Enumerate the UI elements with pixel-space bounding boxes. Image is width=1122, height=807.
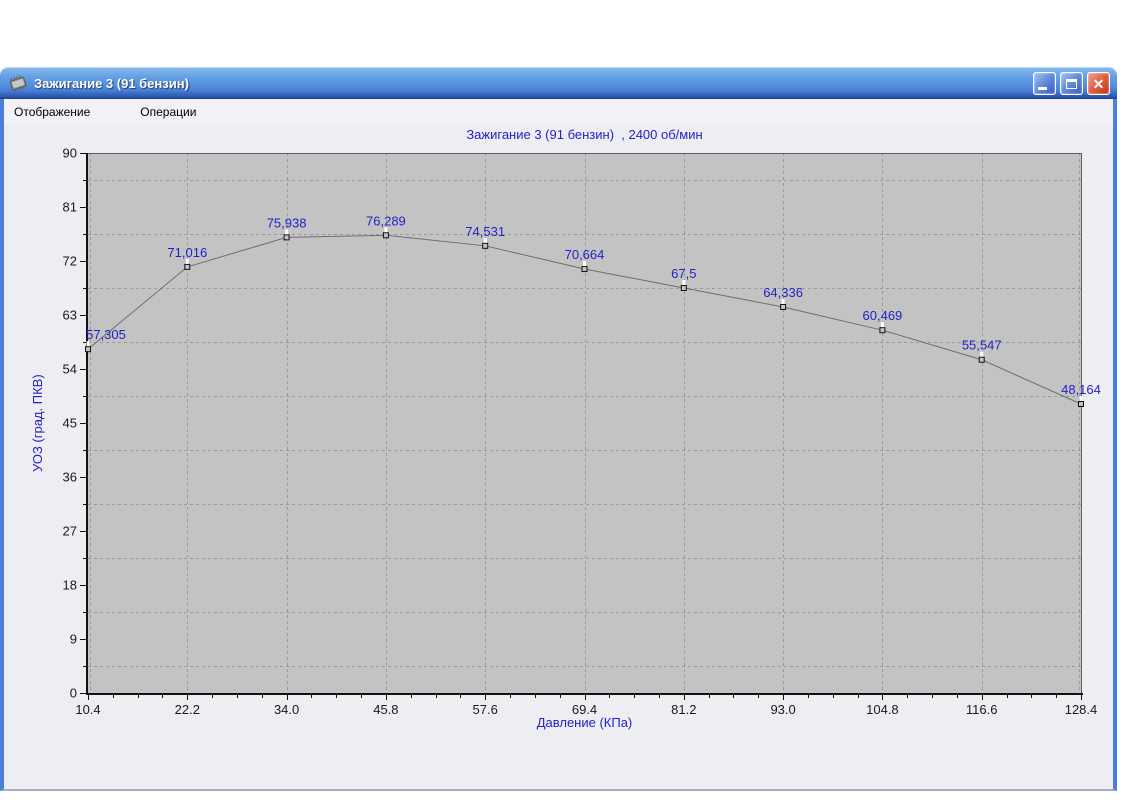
data-point-label: 74,531	[465, 224, 505, 239]
maximize-icon	[1066, 78, 1077, 89]
data-point-marker[interactable]	[382, 232, 389, 239]
menu-bar: Отображение Операции	[4, 99, 1113, 124]
close-button[interactable]: ✕	[1087, 72, 1110, 95]
y-axis-label: УОЗ (град. ПКВ)	[30, 374, 45, 472]
x-axis-label: Давление (КПа)	[536, 715, 633, 730]
maximize-button[interactable]	[1060, 72, 1083, 95]
data-point-marker[interactable]	[1078, 401, 1084, 408]
title-bar[interactable]: Зажигание 3 (91 бензин) ✕	[0, 67, 1117, 99]
data-point-marker[interactable]	[482, 242, 489, 249]
y-tick-label: 45	[63, 416, 77, 431]
data-point-marker[interactable]	[85, 346, 91, 353]
y-tick-label: 72	[63, 254, 77, 269]
window-body: Отображение Операции Зажигание 3 (91 бен…	[0, 99, 1117, 791]
data-point-label: 67,5	[671, 266, 696, 281]
x-tick-label: 93.0	[770, 702, 795, 717]
close-icon: ✕	[1092, 75, 1105, 92]
data-point-marker[interactable]	[184, 263, 191, 270]
data-point-marker[interactable]	[780, 303, 787, 310]
window-title: Зажигание 3 (91 бензин)	[34, 75, 189, 91]
chart-title: Зажигание 3 (91 бензин) , 2400 об/мин	[466, 127, 703, 142]
client-area: Зажигание 3 (91 бензин) , 2400 об/мин УО…	[4, 99, 1113, 789]
x-tick-label: 10.4	[75, 702, 100, 717]
x-tick-label: 81.2	[671, 702, 696, 717]
x-tick-label: 22.2	[175, 702, 200, 717]
x-tick-label: 57.6	[473, 702, 498, 717]
y-tick-label: 54	[63, 362, 77, 377]
data-point-label: 71,016	[167, 245, 207, 260]
data-point-label: 48,164	[1061, 382, 1101, 397]
y-tick-label: 36	[63, 470, 77, 485]
y-tick-label: 9	[70, 632, 77, 647]
data-point-label: 64,336	[763, 285, 803, 300]
data-point-label: 75,938	[267, 215, 307, 230]
menu-item-display[interactable]: Отображение	[14, 104, 91, 119]
y-tick-label: 63	[63, 308, 77, 323]
y-tick-label: 90	[63, 146, 77, 161]
window-controls: ✕	[1033, 72, 1110, 95]
x-tick-label: 104.8	[866, 702, 899, 717]
x-tick-label: 45.8	[373, 702, 398, 717]
data-point-label: 55,547	[962, 338, 1002, 353]
ignition-advance-chart[interactable]: 0 9 18 27 36 45 54 63 72 81 90 10.4 22.2 34.0 45.8 57.6…	[4, 99, 1113, 789]
chip-icon[interactable]	[8, 74, 28, 92]
y-tick-label: 18	[63, 578, 77, 593]
x-tick-label: 69.4	[572, 702, 597, 717]
data-point-label: 76,289	[366, 213, 406, 228]
data-point-marker[interactable]	[581, 266, 588, 273]
y-tick-label: 81	[63, 200, 77, 215]
data-point-marker[interactable]	[283, 234, 290, 241]
data-point-marker[interactable]	[680, 285, 687, 291]
data-point-label: 57,305	[86, 327, 126, 342]
x-tick-label: 116.6	[966, 702, 998, 717]
menu-item-operations[interactable]: Операции	[140, 104, 197, 119]
x-tick-label: 128.4	[1065, 702, 1098, 717]
data-point-marker[interactable]	[879, 327, 886, 334]
app-window: Зажигание 3 (91 бензин) ✕ Отображение Оп…	[0, 67, 1117, 791]
data-point-label: 60,469	[863, 308, 903, 323]
plot-area[interactable]	[88, 153, 1081, 693]
data-point-label: 70,664	[565, 247, 605, 262]
minimize-button[interactable]	[1033, 72, 1056, 95]
y-tick-label: 27	[63, 524, 77, 539]
data-point-marker[interactable]	[978, 356, 985, 363]
x-tick-label: 34.0	[274, 702, 299, 717]
minimize-icon	[1038, 87, 1047, 90]
y-tick-label: 0	[70, 686, 77, 701]
